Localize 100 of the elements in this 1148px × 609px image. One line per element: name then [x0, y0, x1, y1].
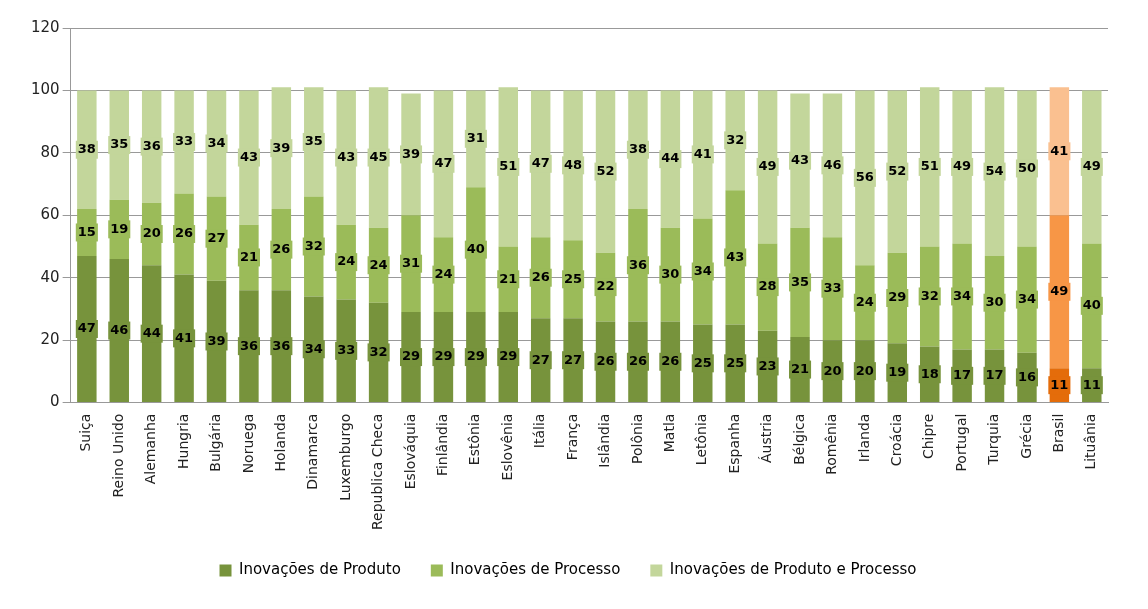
data-label: 25: [564, 270, 583, 286]
x-tick-label: Letônia: [693, 413, 710, 466]
data-label: 29: [466, 348, 485, 364]
bar: [336, 90, 356, 225]
data-label: 46: [823, 156, 842, 172]
x-tick-label: Eslovênia: [498, 413, 515, 481]
data-label: 24: [337, 253, 356, 269]
x-tick-label: França: [563, 413, 580, 461]
data-label: 54: [985, 162, 1004, 178]
data-label: 20: [823, 362, 842, 378]
data-label: 49: [758, 158, 777, 174]
data-label: 41: [693, 145, 712, 161]
data-label: 21: [239, 248, 258, 264]
data-label: 43: [239, 148, 258, 164]
data-label: 29: [499, 348, 518, 364]
x-tick-label: Matla: [661, 413, 677, 453]
data-label: 22: [596, 278, 615, 294]
data-label: 29: [888, 289, 907, 305]
data-label: 11: [1082, 376, 1101, 392]
data-label: 26: [175, 225, 194, 241]
data-label: 44: [142, 325, 161, 341]
data-label: 39: [401, 145, 421, 161]
data-label: 56: [855, 169, 874, 185]
data-label: 31: [466, 130, 485, 146]
data-label: 32: [726, 131, 745, 147]
data-label: 32: [304, 237, 323, 253]
x-tick-label: Finlândia: [434, 413, 451, 477]
data-label: 24: [369, 256, 388, 272]
x-tick-label: Lituânia: [1082, 413, 1099, 470]
data-label: 18: [920, 365, 939, 381]
bar: [1017, 90, 1037, 247]
x-tick-label: Holanda: [271, 413, 288, 472]
data-label: 21: [499, 270, 518, 286]
data-label: 41: [1050, 142, 1069, 158]
x-tick-label: Luxemburgo: [336, 413, 353, 501]
x-tick-label: Estônia: [466, 413, 483, 466]
data-label: 26: [531, 269, 550, 285]
data-label: 19: [888, 364, 907, 380]
data-label: 34: [693, 262, 712, 278]
data-label: 26: [661, 353, 680, 369]
legend-label: Inovações de Produto e Processo: [669, 560, 917, 579]
data-label: 47: [77, 320, 96, 336]
data-label: 36: [628, 256, 647, 272]
data-label: 19: [110, 220, 129, 236]
x-tick-label: Noruega: [239, 413, 256, 474]
y-tick-label: 40: [40, 267, 60, 286]
data-label: 40: [1082, 297, 1101, 313]
data-label: 33: [823, 280, 842, 296]
x-tick-label: Áustria: [758, 413, 775, 464]
data-label: 27: [531, 351, 550, 367]
data-label: 20: [142, 225, 161, 241]
x-tick-label: Reino Unido: [109, 413, 126, 498]
y-tick-label: 80: [40, 142, 60, 161]
x-tick-label: Grécia: [1017, 413, 1034, 459]
data-label: 30: [661, 265, 680, 281]
data-label: 34: [207, 134, 226, 150]
data-label: 45: [369, 148, 388, 164]
data-label: 21: [790, 360, 810, 376]
x-tick-label: Turquia: [985, 413, 1002, 466]
data-label: 27: [207, 230, 226, 246]
data-label: 16: [1017, 368, 1036, 384]
data-label: 31: [401, 255, 421, 271]
data-label: 24: [434, 265, 453, 281]
data-label: 40: [466, 241, 485, 257]
data-label: 33: [175, 133, 194, 149]
data-label: 52: [596, 162, 615, 178]
x-tick-label: Itália: [531, 413, 548, 449]
x-tick-label: Espanha: [725, 413, 742, 474]
data-label: 51: [920, 158, 939, 174]
data-label: 24: [855, 294, 874, 310]
data-label: 29: [401, 348, 421, 364]
x-tick-label: Chipre: [920, 413, 937, 460]
data-label: 52: [888, 162, 907, 178]
y-tick-label: 60: [40, 205, 60, 224]
data-label: 26: [272, 241, 291, 257]
data-label: 46: [110, 321, 129, 337]
data-label: 26: [596, 353, 615, 369]
data-label: 32: [920, 287, 939, 303]
data-label: 48: [564, 156, 583, 172]
data-label: 33: [337, 342, 356, 358]
x-tick-label: Irlanda: [855, 413, 872, 463]
data-label: 43: [726, 248, 745, 264]
data-label: 38: [77, 141, 96, 157]
y-tick-label: 100: [30, 80, 60, 99]
data-label: 36: [272, 337, 291, 353]
bar: [952, 90, 972, 244]
bar: [239, 90, 259, 225]
x-tick-label: Republica Checa: [369, 413, 386, 530]
data-label: 29: [434, 348, 453, 364]
x-tick-label: Suiça: [77, 413, 94, 452]
bar: [725, 190, 745, 325]
data-label: 11: [1050, 376, 1069, 392]
bar: [77, 255, 97, 403]
data-label: 47: [531, 155, 550, 171]
data-label: 49: [1050, 283, 1069, 299]
x-tick-label: Dinamarca: [304, 413, 321, 490]
data-label: 35: [110, 136, 129, 152]
x-tick-label: Brasil: [1050, 413, 1067, 453]
data-label: 25: [726, 354, 745, 370]
data-label: 38: [628, 141, 647, 157]
